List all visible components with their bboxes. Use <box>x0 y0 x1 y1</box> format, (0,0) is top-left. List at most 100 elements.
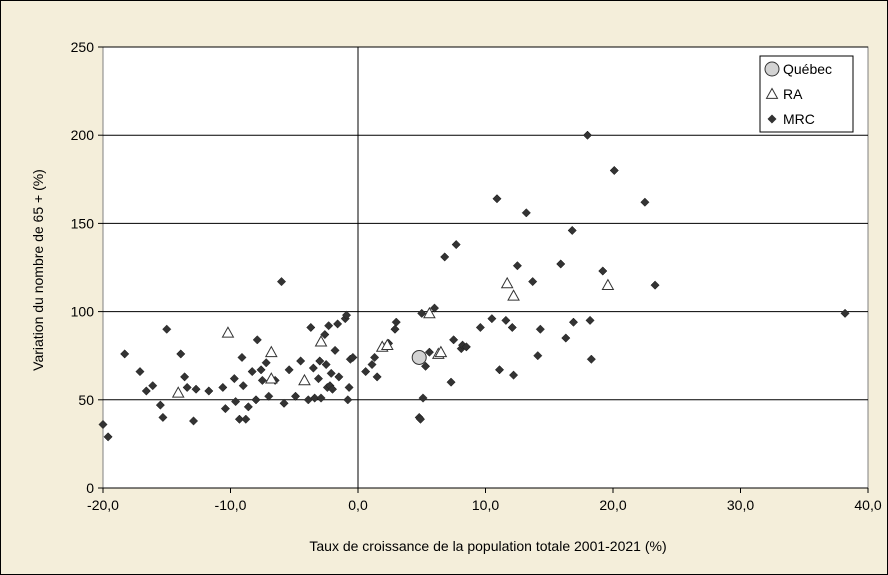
mrc-point <box>315 356 325 366</box>
mrc-point <box>148 381 158 391</box>
mrc-point <box>141 386 151 396</box>
mrc-point <box>279 398 289 408</box>
mrc-point <box>446 377 456 387</box>
quebec-point <box>411 349 427 365</box>
mrc-point <box>492 194 502 204</box>
mrc-point <box>326 368 336 378</box>
mrc-point <box>640 197 650 207</box>
mrc-point <box>264 391 274 401</box>
grid-lines <box>103 46 868 401</box>
mrc-point <box>341 310 352 320</box>
mrc-point <box>135 367 145 377</box>
mrc-point <box>324 321 334 331</box>
mrc-point <box>561 333 571 343</box>
mrc-point <box>241 414 251 424</box>
mrc-point <box>567 225 577 236</box>
mrc-point <box>330 345 340 355</box>
mrc-point <box>180 372 190 382</box>
y-axis-title: Variation du nombre de 65 + (%) <box>30 169 46 371</box>
mrc-point <box>582 130 593 140</box>
plot-area <box>102 46 869 489</box>
mrc-point <box>306 322 316 333</box>
mrc-point <box>310 393 320 403</box>
mrc-point <box>158 412 168 422</box>
mrc-point <box>344 382 354 393</box>
mrc-point <box>238 381 248 391</box>
mrc-point <box>421 361 431 371</box>
ra-point <box>264 345 278 358</box>
mrc-point <box>182 382 192 393</box>
y-tick-label: 150 <box>71 215 95 231</box>
mrc-point <box>417 308 427 318</box>
mrc-point <box>333 319 343 329</box>
mrc-point <box>528 277 538 287</box>
ra-point <box>171 386 185 398</box>
x-axis-title: Taux de croissance de la population tota… <box>309 538 666 554</box>
y-tick-label: 50 <box>78 392 94 408</box>
mrc-point <box>204 386 214 396</box>
x-tick-label: 20,0 <box>599 497 626 513</box>
mrc-point <box>487 314 497 324</box>
mrc-point <box>475 322 485 333</box>
mrc-point <box>237 352 247 363</box>
mrc-point <box>494 365 505 375</box>
legend-marker <box>767 114 777 124</box>
mrc-point <box>461 342 471 352</box>
mrc-point <box>521 208 531 218</box>
mrc-point <box>585 315 595 325</box>
mrc-point <box>257 375 267 385</box>
mrc-point <box>367 359 377 370</box>
mrc-point <box>586 354 596 364</box>
legend-marker <box>765 87 779 99</box>
mrc-point <box>418 393 428 403</box>
mrc-point <box>501 315 511 325</box>
ra-point <box>500 276 514 289</box>
mrc-point <box>191 384 201 394</box>
mrc-point <box>98 419 108 430</box>
y-tick-label: 0 <box>86 480 94 496</box>
x-tick-label: -20,0 <box>87 497 119 513</box>
ra-point <box>507 289 520 301</box>
mrc-point <box>162 324 172 334</box>
mrc-point <box>391 317 401 327</box>
mrc-point <box>316 393 326 403</box>
mrc-point <box>372 372 382 382</box>
mrc-point <box>103 432 113 442</box>
mrc-point <box>512 261 522 271</box>
mrc-point <box>308 363 318 373</box>
mrc-point <box>276 277 287 287</box>
mrc-point <box>155 400 165 410</box>
ra-point <box>601 278 615 291</box>
mrc-point <box>296 356 306 366</box>
mrc-point <box>220 404 230 414</box>
x-tick-label: 0,0 <box>348 497 368 513</box>
mrc-point <box>247 367 257 377</box>
mrc-point <box>415 414 426 424</box>
ra-point <box>423 306 436 319</box>
legend: Québec RA MRC <box>759 55 854 133</box>
x-tick-label: -10,0 <box>215 497 247 513</box>
legend-label: RA <box>783 86 803 102</box>
mrc-point <box>176 349 186 359</box>
mrc-point <box>252 335 262 345</box>
mrc-point <box>290 391 301 401</box>
mrc-point <box>188 416 199 426</box>
mrc-point <box>231 397 241 407</box>
data-points <box>98 130 850 442</box>
ra-point <box>221 326 235 338</box>
ra-point <box>298 373 311 386</box>
mrc-point <box>229 374 239 384</box>
mrc-point <box>390 324 400 334</box>
axes: 0 50 100 150 200 250 -20,0 -10,0 0,0 10,0 20,0 30,0… <box>71 39 882 513</box>
mrc-point <box>370 352 380 363</box>
mrc-point <box>535 324 545 334</box>
mrc-point <box>429 303 440 313</box>
mrc-point <box>598 266 608 276</box>
y-tick-label: 100 <box>71 304 95 320</box>
mrc-point <box>424 347 434 357</box>
mrc-point <box>256 365 266 375</box>
mrc-point <box>508 370 519 380</box>
mrc-point <box>348 352 358 363</box>
mrc-point <box>218 382 228 393</box>
